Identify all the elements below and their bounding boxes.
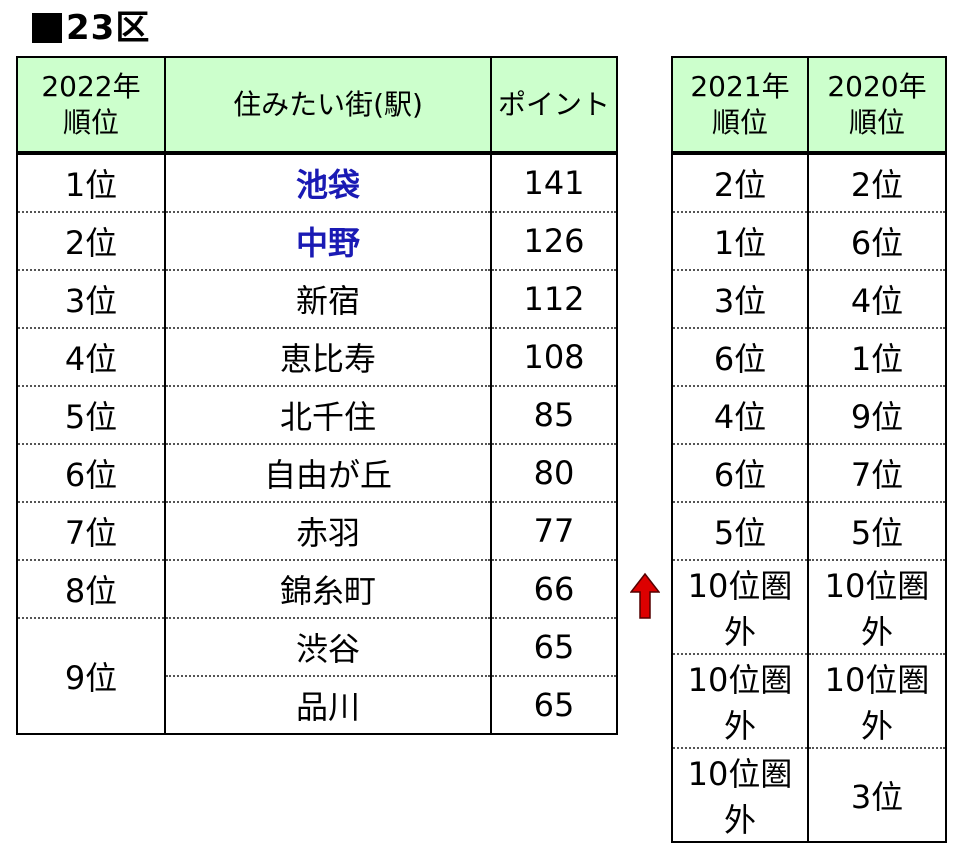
station-cell: 新宿 [164,269,492,329]
table-row: 品川 65 [17,675,618,735]
rank-2021-cell: 6位 [671,443,809,503]
rank-cell: 4位 [16,327,166,387]
rank-2021-cell: 5位 [671,501,809,561]
station-cell: 渋谷 [164,617,492,677]
page-title: 23区 [32,6,150,50]
header-2021-rank: 2021年 順位 [671,56,809,153]
header-2022-rank: 2022年 順位 [16,56,166,153]
rank-cell: 8位 [16,559,166,619]
rank-2020-cell: 7位 [807,443,947,503]
table-row: 10位圏外 10位圏外 [671,559,947,655]
station-cell: 恵比寿 [164,327,492,387]
rank-2020-cell: 6位 [807,211,947,271]
rank-cell: 2位 [16,211,166,271]
points-cell: 65 [490,617,618,677]
table-row: 6位 自由が丘 80 [16,443,618,503]
points-cell: 108 [490,327,618,387]
header-station: 住みたい街(駅) [164,56,492,153]
table-row: 6位 7位 [671,443,947,503]
rank-2021-cell: 6位 [671,327,809,387]
rank-2020-cell: 2位 [807,151,947,213]
rank-2020-cell: 10位圏外 [807,653,947,749]
station-cell: 品川 [164,675,492,735]
points-cell: 65 [490,675,618,735]
points-cell: 126 [490,211,618,271]
points-cell: 77 [490,501,618,561]
table-row: 8位 錦糸町 66 [16,559,618,619]
table-row: 10位圏外 10位圏外 [671,653,947,749]
table-row: 5位 北千住 85 [16,385,618,445]
table-row: 6位 1位 [671,327,947,387]
station-cell: 中野 [164,211,492,271]
rank-2020-cell: 3位 [807,747,947,843]
table-row: 3位 4位 [671,269,947,329]
rank-cell: 1位 [16,151,166,213]
rank-cell: 5位 [16,385,166,445]
table-row: 9位 渋谷 65 [16,617,618,735]
rank-cell: 6位 [16,443,166,503]
points-cell: 85 [490,385,618,445]
table-row: 1位 池袋 141 [16,151,618,213]
rank-2020-cell: 4位 [807,269,947,329]
title-text: 23区 [66,8,151,48]
red-up-arrow-icon [630,572,660,619]
table-row: 10位圏外 3位 [671,747,947,843]
header-row: 2021年 順位 2020年 順位 [671,56,947,153]
header-2020-rank: 2020年 順位 [807,56,947,153]
points-cell: 112 [490,269,618,329]
station-cell: 自由が丘 [164,443,492,503]
table-row: 7位 赤羽 77 [16,501,618,561]
rank-2021-cell: 10位圏外 [671,559,809,655]
previous-ranking-table: 2021年 順位 2020年 順位 2位 2位 1位 6位 3位 4位 6位 1… [671,56,947,843]
station-cell: 赤羽 [164,501,492,561]
station-cell: 北千住 [164,385,492,445]
rank-cell: 9位 [16,617,166,735]
rank-cell: 7位 [16,501,166,561]
table-row: 2位 2位 [671,151,947,213]
rank-cell: 3位 [16,269,166,329]
header-row: 2022年 順位 住みたい街(駅) ポイント [16,56,618,153]
rank-2021-cell: 2位 [671,151,809,213]
header-points: ポイント [490,56,618,153]
station-cell: 池袋 [164,151,492,213]
rank-2021-cell: 10位圏外 [671,653,809,749]
ranking-table: 2022年 順位 住みたい街(駅) ポイント 1位 池袋 141 2位 中野 1… [16,56,618,735]
table-row: 5位 5位 [671,501,947,561]
rank-2020-cell: 1位 [807,327,947,387]
points-cell: 80 [490,443,618,503]
rank-2020-cell: 5位 [807,501,947,561]
table-row: 4位 9位 [671,385,947,445]
rank-2021-cell: 3位 [671,269,809,329]
points-cell: 141 [490,151,618,213]
table-row: 1位 6位 [671,211,947,271]
points-cell: 66 [490,559,618,619]
station-cell: 錦糸町 [164,559,492,619]
rank-2021-cell: 4位 [671,385,809,445]
rank-2021-cell: 10位圏外 [671,747,809,843]
black-square-icon [32,13,62,43]
rank-2021-cell: 1位 [671,211,809,271]
rank-2020-cell: 9位 [807,385,947,445]
table-row: 4位 恵比寿 108 [16,327,618,387]
table-row: 3位 新宿 112 [16,269,618,329]
table-row: 2位 中野 126 [16,211,618,271]
rank-2020-cell: 10位圏外 [807,559,947,655]
